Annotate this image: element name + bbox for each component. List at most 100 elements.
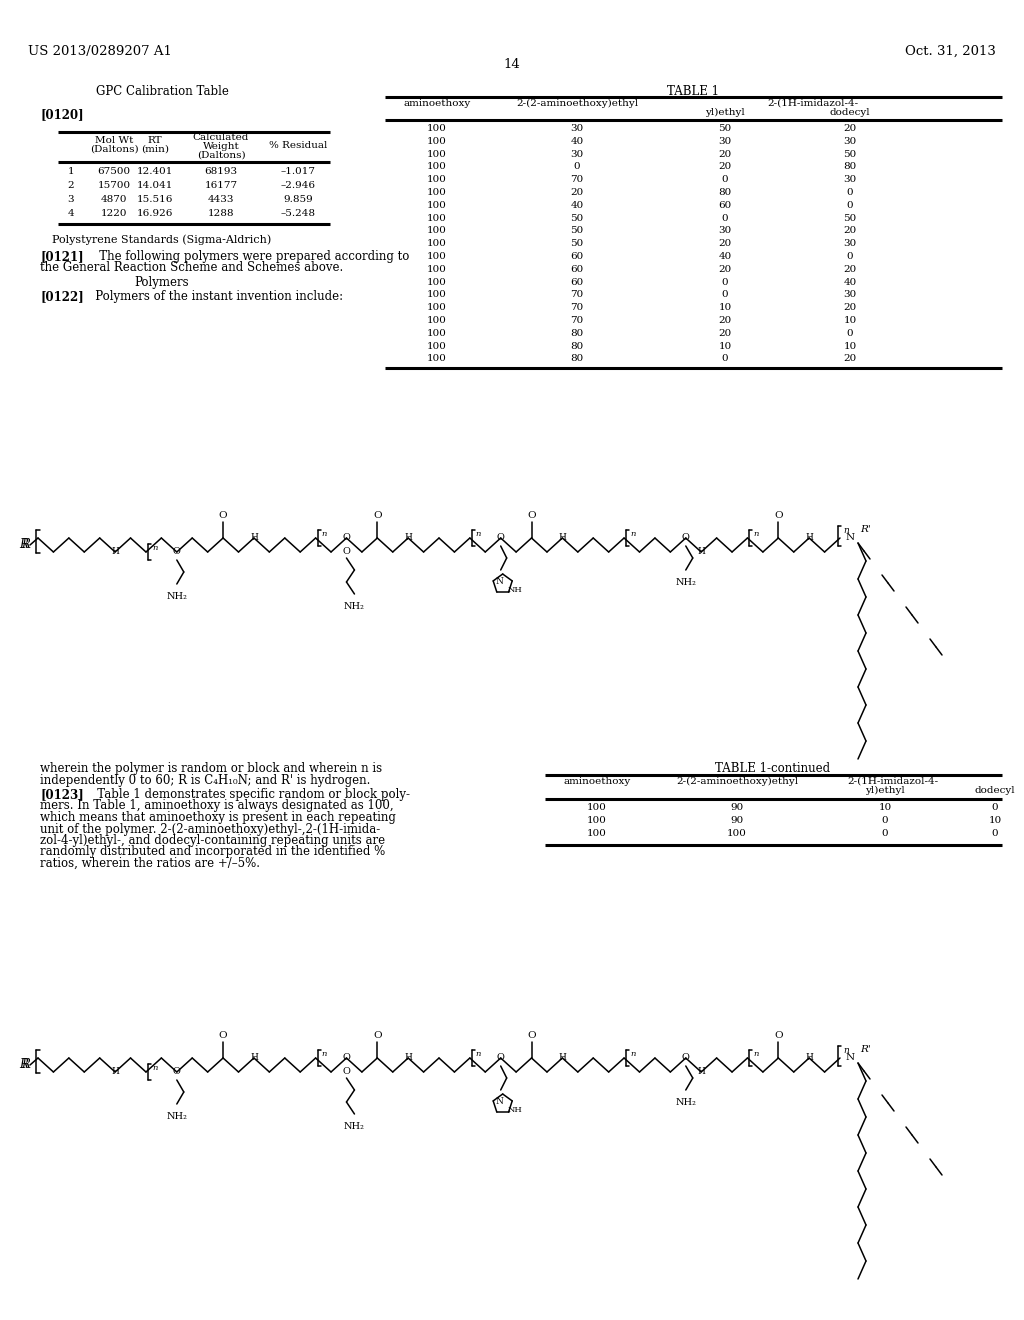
Text: 30: 30 [844, 137, 857, 145]
Text: NH₂: NH₂ [166, 591, 187, 601]
Text: O: O [219, 511, 227, 520]
Text: 67500: 67500 [97, 168, 131, 176]
Text: 0: 0 [847, 187, 853, 197]
Text: 80: 80 [719, 187, 731, 197]
Text: 20: 20 [844, 304, 857, 313]
Text: N: N [496, 577, 504, 586]
Text: O: O [774, 511, 782, 520]
Text: 80: 80 [570, 329, 584, 338]
Text: 20: 20 [844, 354, 857, 363]
Text: the General Reaction Scheme and Schemes above.: the General Reaction Scheme and Schemes … [40, 261, 343, 275]
Text: 100: 100 [427, 239, 446, 248]
Text: 70: 70 [570, 176, 584, 185]
Text: 30: 30 [570, 124, 584, 133]
Text: H: H [404, 533, 412, 543]
Text: n: n [630, 1049, 636, 1059]
Text: 16177: 16177 [205, 181, 238, 190]
Text: aminoethoxy: aminoethoxy [563, 777, 631, 785]
Text: NH₂: NH₂ [344, 1122, 365, 1131]
Text: 50: 50 [570, 214, 584, 223]
Text: 100: 100 [427, 149, 446, 158]
Text: N: N [846, 533, 855, 543]
Text: 50: 50 [719, 124, 731, 133]
Text: H: H [558, 533, 566, 543]
Text: wherein the polymer is random or block and wherein n is: wherein the polymer is random or block a… [40, 762, 382, 775]
Text: NH: NH [508, 586, 522, 594]
Text: ratios, wherein the ratios are +/–5%.: ratios, wherein the ratios are +/–5%. [40, 857, 260, 870]
Text: R: R [19, 539, 28, 552]
Text: 1220: 1220 [100, 209, 127, 218]
Text: 100: 100 [587, 803, 607, 812]
Text: [0123]: [0123] [40, 788, 84, 801]
Text: 60: 60 [570, 265, 584, 273]
Text: unit of the polymer. 2-(2-aminoethoxy)ethyl-,2-(1H-imida-: unit of the polymer. 2-(2-aminoethoxy)et… [40, 822, 380, 836]
Text: O: O [342, 533, 350, 543]
Text: 80: 80 [844, 162, 857, 172]
Text: 60: 60 [719, 201, 731, 210]
Text: 0: 0 [722, 214, 728, 223]
Text: O: O [682, 1053, 690, 1063]
Text: R: R [22, 539, 30, 552]
Text: 100: 100 [427, 277, 446, 286]
Text: O: O [173, 1068, 181, 1077]
Text: 9.859: 9.859 [283, 195, 313, 205]
Text: [0122]: [0122] [40, 290, 84, 304]
Text: 100: 100 [427, 329, 446, 338]
Text: O: O [527, 511, 536, 520]
Text: 80: 80 [570, 342, 584, 351]
Text: Oct. 31, 2013: Oct. 31, 2013 [905, 45, 996, 58]
Text: Polymers: Polymers [135, 276, 189, 289]
Text: 90: 90 [730, 803, 743, 812]
Text: n: n [754, 531, 759, 539]
Text: H: H [250, 533, 258, 543]
Text: 100: 100 [427, 187, 446, 197]
Text: –2.946: –2.946 [281, 181, 315, 190]
Text: 20: 20 [719, 239, 731, 248]
Text: O: O [497, 533, 505, 543]
Text: 100: 100 [427, 304, 446, 313]
Text: zol-4-yl)ethyl-, and dodecyl-containing repeating units are: zol-4-yl)ethyl-, and dodecyl-containing … [40, 834, 385, 847]
Text: n: n [322, 1049, 327, 1059]
Text: 20: 20 [719, 149, 731, 158]
Text: 1: 1 [68, 168, 75, 176]
Text: H: H [112, 548, 119, 557]
Text: Polymers of the instant invention include:: Polymers of the instant invention includ… [84, 290, 343, 304]
Text: 100: 100 [587, 829, 607, 838]
Text: O: O [373, 1031, 382, 1040]
Text: 1288: 1288 [208, 209, 234, 218]
Text: 20: 20 [844, 227, 857, 235]
Text: (Daltons): (Daltons) [90, 145, 138, 154]
Text: randomly distributed and incorporated in the identified %: randomly distributed and incorporated in… [40, 846, 385, 858]
Text: 20: 20 [719, 329, 731, 338]
Text: (min): (min) [141, 145, 169, 154]
Text: 0: 0 [573, 162, 581, 172]
Text: 20: 20 [719, 315, 731, 325]
Text: n: n [322, 531, 327, 539]
Text: 16.926: 16.926 [137, 209, 173, 218]
Text: 20: 20 [570, 187, 584, 197]
Text: 50: 50 [844, 214, 857, 223]
Text: 100: 100 [427, 265, 446, 273]
Text: 30: 30 [719, 137, 731, 145]
Text: 2-(2-aminoethoxy)ethyl: 2-(2-aminoethoxy)ethyl [516, 99, 638, 108]
Text: 100: 100 [727, 829, 746, 838]
Text: which means that aminoethoxy is present in each repeating: which means that aminoethoxy is present … [40, 810, 396, 824]
Text: 100: 100 [427, 162, 446, 172]
Text: Mol Wt: Mol Wt [95, 136, 133, 145]
Text: 100: 100 [427, 137, 446, 145]
Text: n: n [152, 1064, 158, 1072]
Text: TABLE 1-continued: TABLE 1-continued [716, 762, 830, 775]
Text: n: n [630, 531, 636, 539]
Text: H: H [805, 533, 813, 543]
Text: 30: 30 [844, 290, 857, 300]
Text: 10: 10 [719, 342, 731, 351]
Text: TABLE 1: TABLE 1 [667, 84, 719, 98]
Text: 30: 30 [570, 149, 584, 158]
Text: NH₂: NH₂ [166, 1111, 187, 1121]
Text: H: H [697, 548, 706, 557]
Text: NH₂: NH₂ [676, 1098, 696, 1107]
Text: 100: 100 [427, 252, 446, 261]
Text: 40: 40 [844, 277, 857, 286]
Text: R: R [19, 1059, 28, 1072]
Text: 3: 3 [68, 195, 75, 205]
